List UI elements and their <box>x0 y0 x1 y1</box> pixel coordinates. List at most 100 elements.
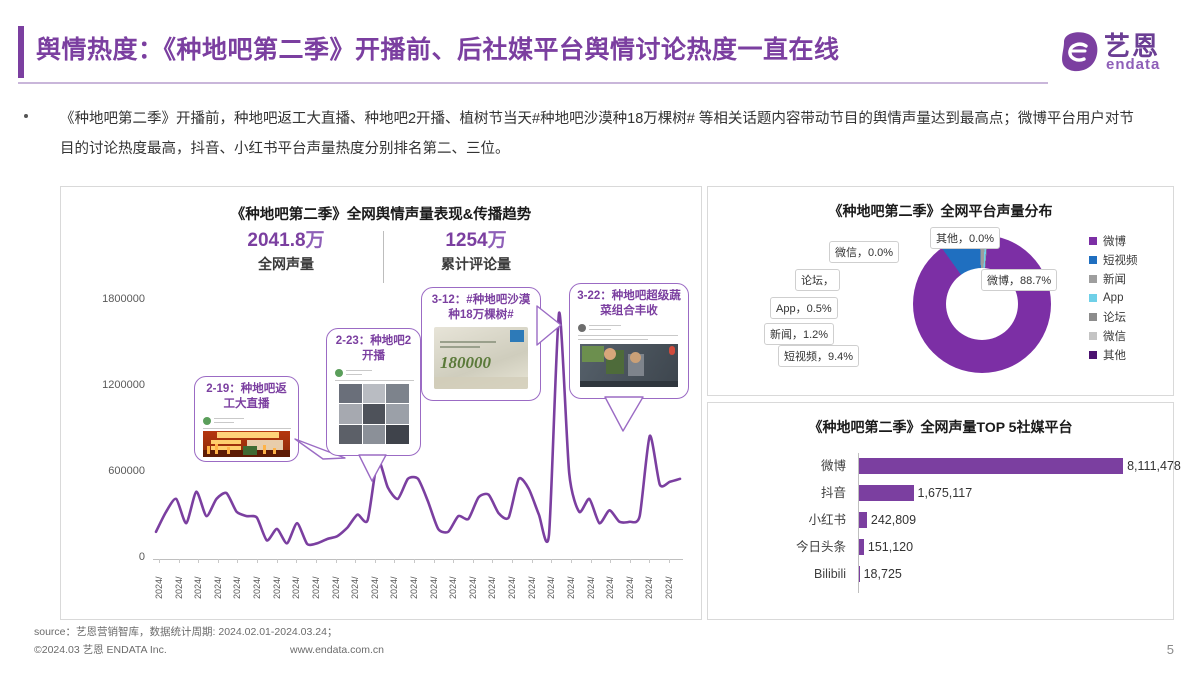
footer-copyright: ©2024.03 艺恩 ENDATA Inc. <box>34 644 167 656</box>
top5-platform-panel: 《种地吧第二季》全网声量TOP 5社媒平台 微博 8,111,478 抖音 1,675… <box>707 402 1181 620</box>
donut-legend: 微博短视频新闻 App 论坛微信其他 <box>1089 231 1161 364</box>
donut-legend-item-6[interactable]: 其他 <box>1089 345 1161 364</box>
trend-x-label: 2024/ <box>565 576 576 599</box>
stat-total-comments-value: 1254万 <box>445 230 507 251</box>
footer-copyright-row: ©2024.03 艺恩 ENDATA Inc. www.endata.com.c… <box>34 641 1134 659</box>
trend-x-tick <box>453 559 455 563</box>
callout-2-23-thumbnail <box>333 368 414 448</box>
trend-x-tick <box>237 559 239 563</box>
top5-bar-label: 小红书 <box>808 513 846 527</box>
trend-x-label: 2024/ <box>644 576 655 599</box>
page-number: 5 <box>1166 642 1174 657</box>
callout-3-12-tail <box>536 305 562 346</box>
trend-x-label: 2024/ <box>448 576 459 599</box>
footer-source: source：艺恩营销智库，数据统计周期: 2024.02.01-2024.03… <box>34 626 338 638</box>
trend-x-label: 2024/ <box>467 576 478 599</box>
footer-url[interactable]: www.endata.com.cn <box>290 644 384 656</box>
top5-bar-row[interactable]: 今日头条 151,120 <box>708 534 1173 560</box>
legend-label: 新闻 <box>1103 273 1126 286</box>
trend-x-label: 2024/ <box>585 576 596 599</box>
trend-x-label: 2024/ <box>605 576 616 599</box>
legend-swatch-icon <box>1089 236 1097 245</box>
top5-bar-label: 微博 <box>820 459 846 473</box>
logo-text-cn: 艺恩 <box>1104 31 1161 61</box>
top5-bar-label: 抖音 <box>820 486 846 500</box>
trend-x-tick <box>296 559 298 563</box>
top5-bar-value: 151,120 <box>867 540 914 554</box>
trend-x-label: 2024/ <box>271 576 282 599</box>
callout-2-23-title: 2-23：种地吧2开播 <box>335 335 412 362</box>
callout-3-22-title: 3-22：种地吧超级蔬菜组合丰收 <box>577 290 681 317</box>
bullet-text: 《种地吧第二季》开播前，种地吧返工大直播、种地吧2开播、植树节当天#种地吧沙漠种… <box>60 111 1134 157</box>
legend-label: 微博 <box>1103 235 1126 248</box>
legend-label: 其他 <box>1103 349 1126 362</box>
legend-swatch-icon <box>1089 274 1097 283</box>
trend-x-tick <box>394 559 396 563</box>
trend-x-label: 2024/ <box>193 576 204 599</box>
trend-x-label: 2024/ <box>291 576 302 599</box>
logo-text-en: endata <box>1106 56 1161 73</box>
trend-x-label: 2024/ <box>624 576 635 599</box>
top5-bar-value: 1,675,117 <box>917 486 973 500</box>
legend-label: 微信 <box>1103 330 1126 343</box>
callout-2-19[interactable]: 2-19：种地吧返工大直播 <box>194 376 299 462</box>
top5-platform-title: 《种地吧第二季》全网声量TOP 5社媒平台 <box>808 419 1073 435</box>
trend-y-tick-0: 0 <box>138 551 145 563</box>
trend-x-label: 2024/ <box>154 576 164 599</box>
top5-bar-row[interactable]: 抖音 1,675,117 <box>708 480 1173 506</box>
top5-bar-row[interactable]: Bilibili 18,725 <box>708 561 1173 587</box>
top5-bar-fill <box>859 539 864 555</box>
trend-x-tick <box>433 559 435 563</box>
top5-bar-row[interactable]: 小红书 242,809 <box>708 507 1173 533</box>
donut-label-news: 新闻，1.2% <box>764 323 835 345</box>
top5-bar-label: 今日头条 <box>795 540 846 554</box>
trend-x-tick <box>492 559 494 563</box>
trend-x-tick <box>472 559 474 563</box>
callout-3-22[interactable]: 3-22：种地吧超级蔬菜组合丰收 <box>569 283 689 399</box>
legend-swatch-icon <box>1089 331 1097 340</box>
header-divider <box>18 82 1048 84</box>
top5-bar-row[interactable]: 微博 8,111,478 <box>708 453 1181 479</box>
donut-label-shortvideo: 短视频，9.4% <box>778 345 860 367</box>
trend-x-label: 2024/ <box>350 576 361 599</box>
trend-x-tick <box>512 559 514 563</box>
trend-x-tick <box>159 559 160 563</box>
trend-x-tick <box>669 559 670 563</box>
stat-total-comments-label: 累计评论量 <box>441 256 511 272</box>
callout-3-22-thumbnail <box>576 323 682 389</box>
trend-x-tick <box>551 559 553 563</box>
trend-x-tick <box>414 559 415 563</box>
platform-donut-chart <box>913 235 1051 373</box>
top5-bar-fill <box>859 566 860 582</box>
legend-label: App <box>1103 291 1124 304</box>
donut-label-weibo: 微博，88.7% <box>981 269 1058 291</box>
trend-x-tick <box>315 559 317 563</box>
top5-bar-label: Bilibili <box>814 567 846 581</box>
donut-label-other: 其他，0.0% <box>930 227 1001 249</box>
callout-2-19-thumbnail <box>201 416 292 458</box>
trend-chart-panel: 《种地吧第二季》全网舆情声量表现&传播趋势 2041.8万 全网声量 1254万… <box>60 186 702 620</box>
trend-x-tick <box>335 559 337 563</box>
endata-logo: 艺恩 endata <box>1058 26 1178 82</box>
legend-label: 短视频 <box>1103 254 1138 267</box>
donut-legend-item-1[interactable]: 短视频 <box>1089 250 1161 269</box>
trend-x-tick <box>610 559 612 563</box>
legend-swatch-icon <box>1089 350 1097 359</box>
summary-stats: 2041.8万 全网声量 1254万 累计评论量 <box>211 229 551 285</box>
donut-legend-item-3[interactable]: App <box>1089 288 1161 307</box>
donut-legend-item-2[interactable]: 新闻 <box>1089 269 1161 288</box>
trend-x-tick <box>531 559 533 563</box>
platform-distribution-panel: 《种地吧第二季》全网平台声量分布 其他，0.0% 微信，0.0% 论坛， App… <box>707 186 1174 396</box>
donut-legend-item-5[interactable]: 微信 <box>1089 326 1161 345</box>
callout-3-12[interactable]: 3-12：#种地吧沙漠种18万棵树# 180000 <box>421 287 541 401</box>
top5-bar-fill <box>859 458 1124 474</box>
trend-x-label: 2024/ <box>389 576 400 599</box>
bullet-dot-icon <box>24 114 28 118</box>
callout-2-23[interactable]: 2-23：种地吧2开播 <box>326 328 421 456</box>
donut-legend-item-4[interactable]: 论坛 <box>1089 307 1161 326</box>
trend-y-tick-3: 1800000 <box>102 293 145 306</box>
donut-legend-item-0[interactable]: 微博 <box>1089 231 1161 250</box>
trend-x-label: 2024/ <box>664 576 674 599</box>
trend-x-tick <box>649 559 651 563</box>
